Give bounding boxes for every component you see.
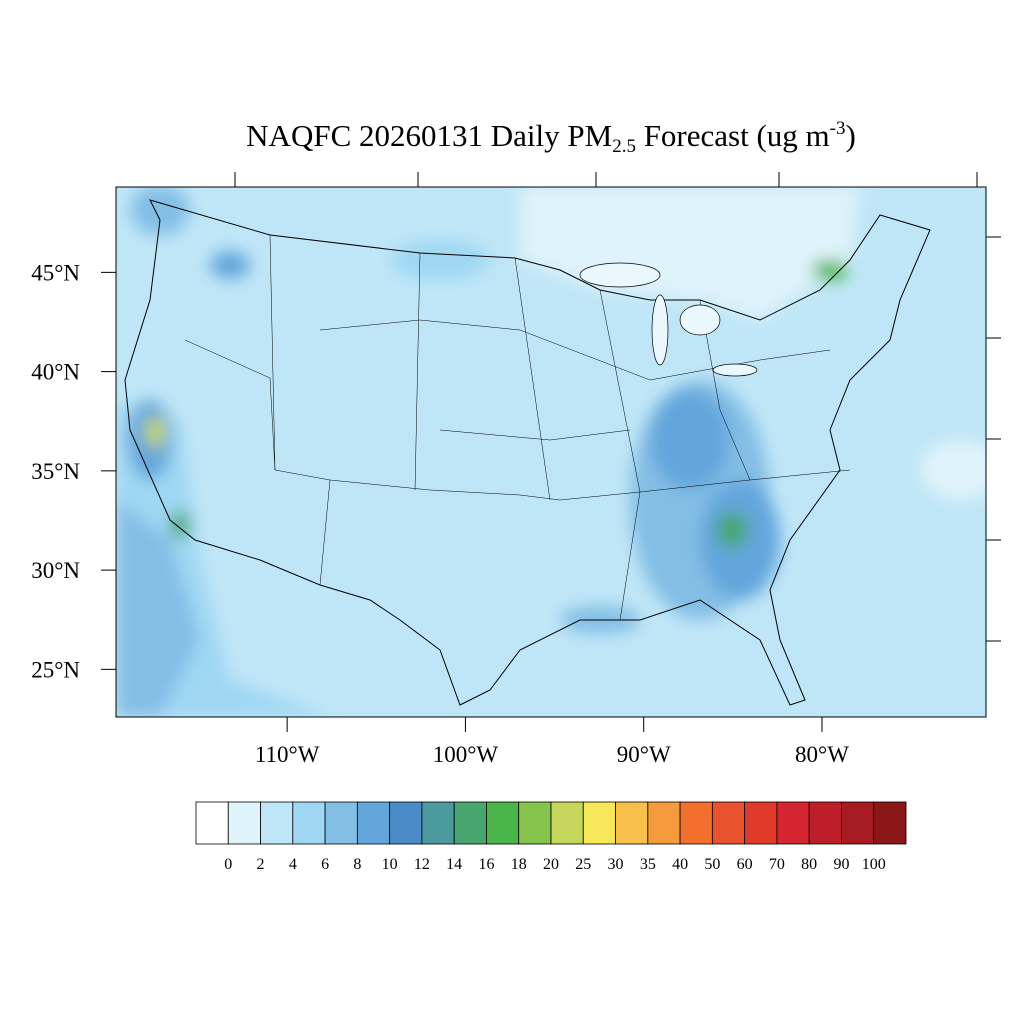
colorbar-label: 35	[640, 856, 656, 873]
map-frame	[115, 186, 987, 718]
frame-ticks	[234, 172, 1001, 642]
colorbar-label: 14	[446, 856, 462, 873]
color-swatch	[324, 801, 358, 845]
high-region	[650, 390, 730, 490]
color-swatch	[550, 801, 584, 845]
title-main: NAQFC 20260131 Daily PM	[246, 118, 612, 153]
color-swatch	[615, 801, 649, 845]
mid-region	[130, 187, 190, 235]
color-swatch	[873, 801, 907, 845]
title-sup: -3	[830, 118, 846, 139]
map-title: NAQFC 20260131 Daily PM2.5 Forecast (ug …	[246, 118, 856, 157]
concentration-field	[116, 187, 986, 717]
color-swatch	[227, 801, 261, 845]
lat-label: 25°N	[31, 657, 80, 682]
colorbar-label: 50	[704, 856, 720, 873]
colorbar-label: 4	[289, 856, 297, 873]
low-region	[520, 187, 860, 320]
lon-label: 110°W	[255, 742, 320, 767]
colorbar-label: 90	[833, 856, 849, 873]
color-swatch	[679, 801, 713, 845]
color-swatch	[518, 801, 552, 845]
colorbar-label: 16	[478, 856, 494, 873]
colorbar-label: 60	[737, 856, 753, 873]
color-swatch	[647, 801, 681, 845]
title-rest: Forecast (ug m	[636, 118, 830, 153]
map-axes: 45°N 40°N 35°N 30°N 25°N 110°W 100°W 90°W 80°W	[31, 260, 849, 767]
lon-label: 80°W	[795, 742, 849, 767]
colorbar-label: 8	[353, 856, 361, 873]
colorbar-label: 6	[321, 856, 329, 873]
high-region	[210, 251, 250, 279]
state-lines	[184, 234, 851, 621]
color-swatch	[356, 801, 391, 845]
color-swatch	[389, 801, 423, 845]
us-outline	[124, 199, 931, 706]
colorbar-label: 12	[414, 856, 430, 873]
title-end: )	[845, 118, 855, 153]
great-lakes	[579, 262, 758, 377]
lat-label: 30°N	[31, 558, 80, 583]
colorbar-label: 100	[862, 856, 886, 873]
lon-label: 100°W	[433, 742, 499, 767]
colorbar-label: 18	[511, 856, 527, 873]
colorbar-label: 2	[257, 856, 265, 873]
title-sub: 2.5	[612, 136, 636, 157]
color-swatch	[711, 801, 746, 845]
colorbar-label: 40	[672, 856, 688, 873]
peak-region	[145, 416, 165, 448]
colorbar-label: 80	[801, 856, 817, 873]
colorbar-label: 20	[543, 856, 559, 873]
low-region	[920, 440, 986, 500]
color-swatch	[260, 801, 294, 845]
color-swatch	[421, 801, 455, 845]
color-swatch	[486, 801, 520, 845]
map-field	[116, 187, 986, 717]
color-swatch	[776, 801, 810, 845]
colorbar-label: 70	[769, 856, 785, 873]
color-swatch	[744, 801, 778, 845]
lat-label: 40°N	[31, 360, 80, 385]
color-swatch	[453, 801, 487, 845]
colorbar-label: 25	[575, 856, 591, 873]
color-swatch	[292, 801, 326, 845]
colorbar-label: 30	[608, 856, 624, 873]
mid-region	[390, 240, 490, 280]
colorbar-label: 10	[382, 856, 398, 873]
colorbar: 0 2 4 6 8 10 12 14 16 18 20 25 30 35 40 50 60 70 80 90 100	[195, 801, 907, 873]
color-swatch	[841, 801, 875, 845]
lat-label: 35°N	[31, 459, 80, 484]
color-swatch	[582, 801, 616, 845]
lat-label: 45°N	[31, 260, 80, 285]
peak-region	[716, 512, 748, 548]
lon-label: 90°W	[617, 742, 671, 767]
color-swatch	[195, 801, 229, 845]
colorbar-label: 0	[224, 856, 232, 873]
color-swatch	[808, 801, 842, 845]
peak-region	[812, 260, 848, 280]
peak-region	[170, 511, 190, 539]
mid-region	[116, 500, 200, 717]
